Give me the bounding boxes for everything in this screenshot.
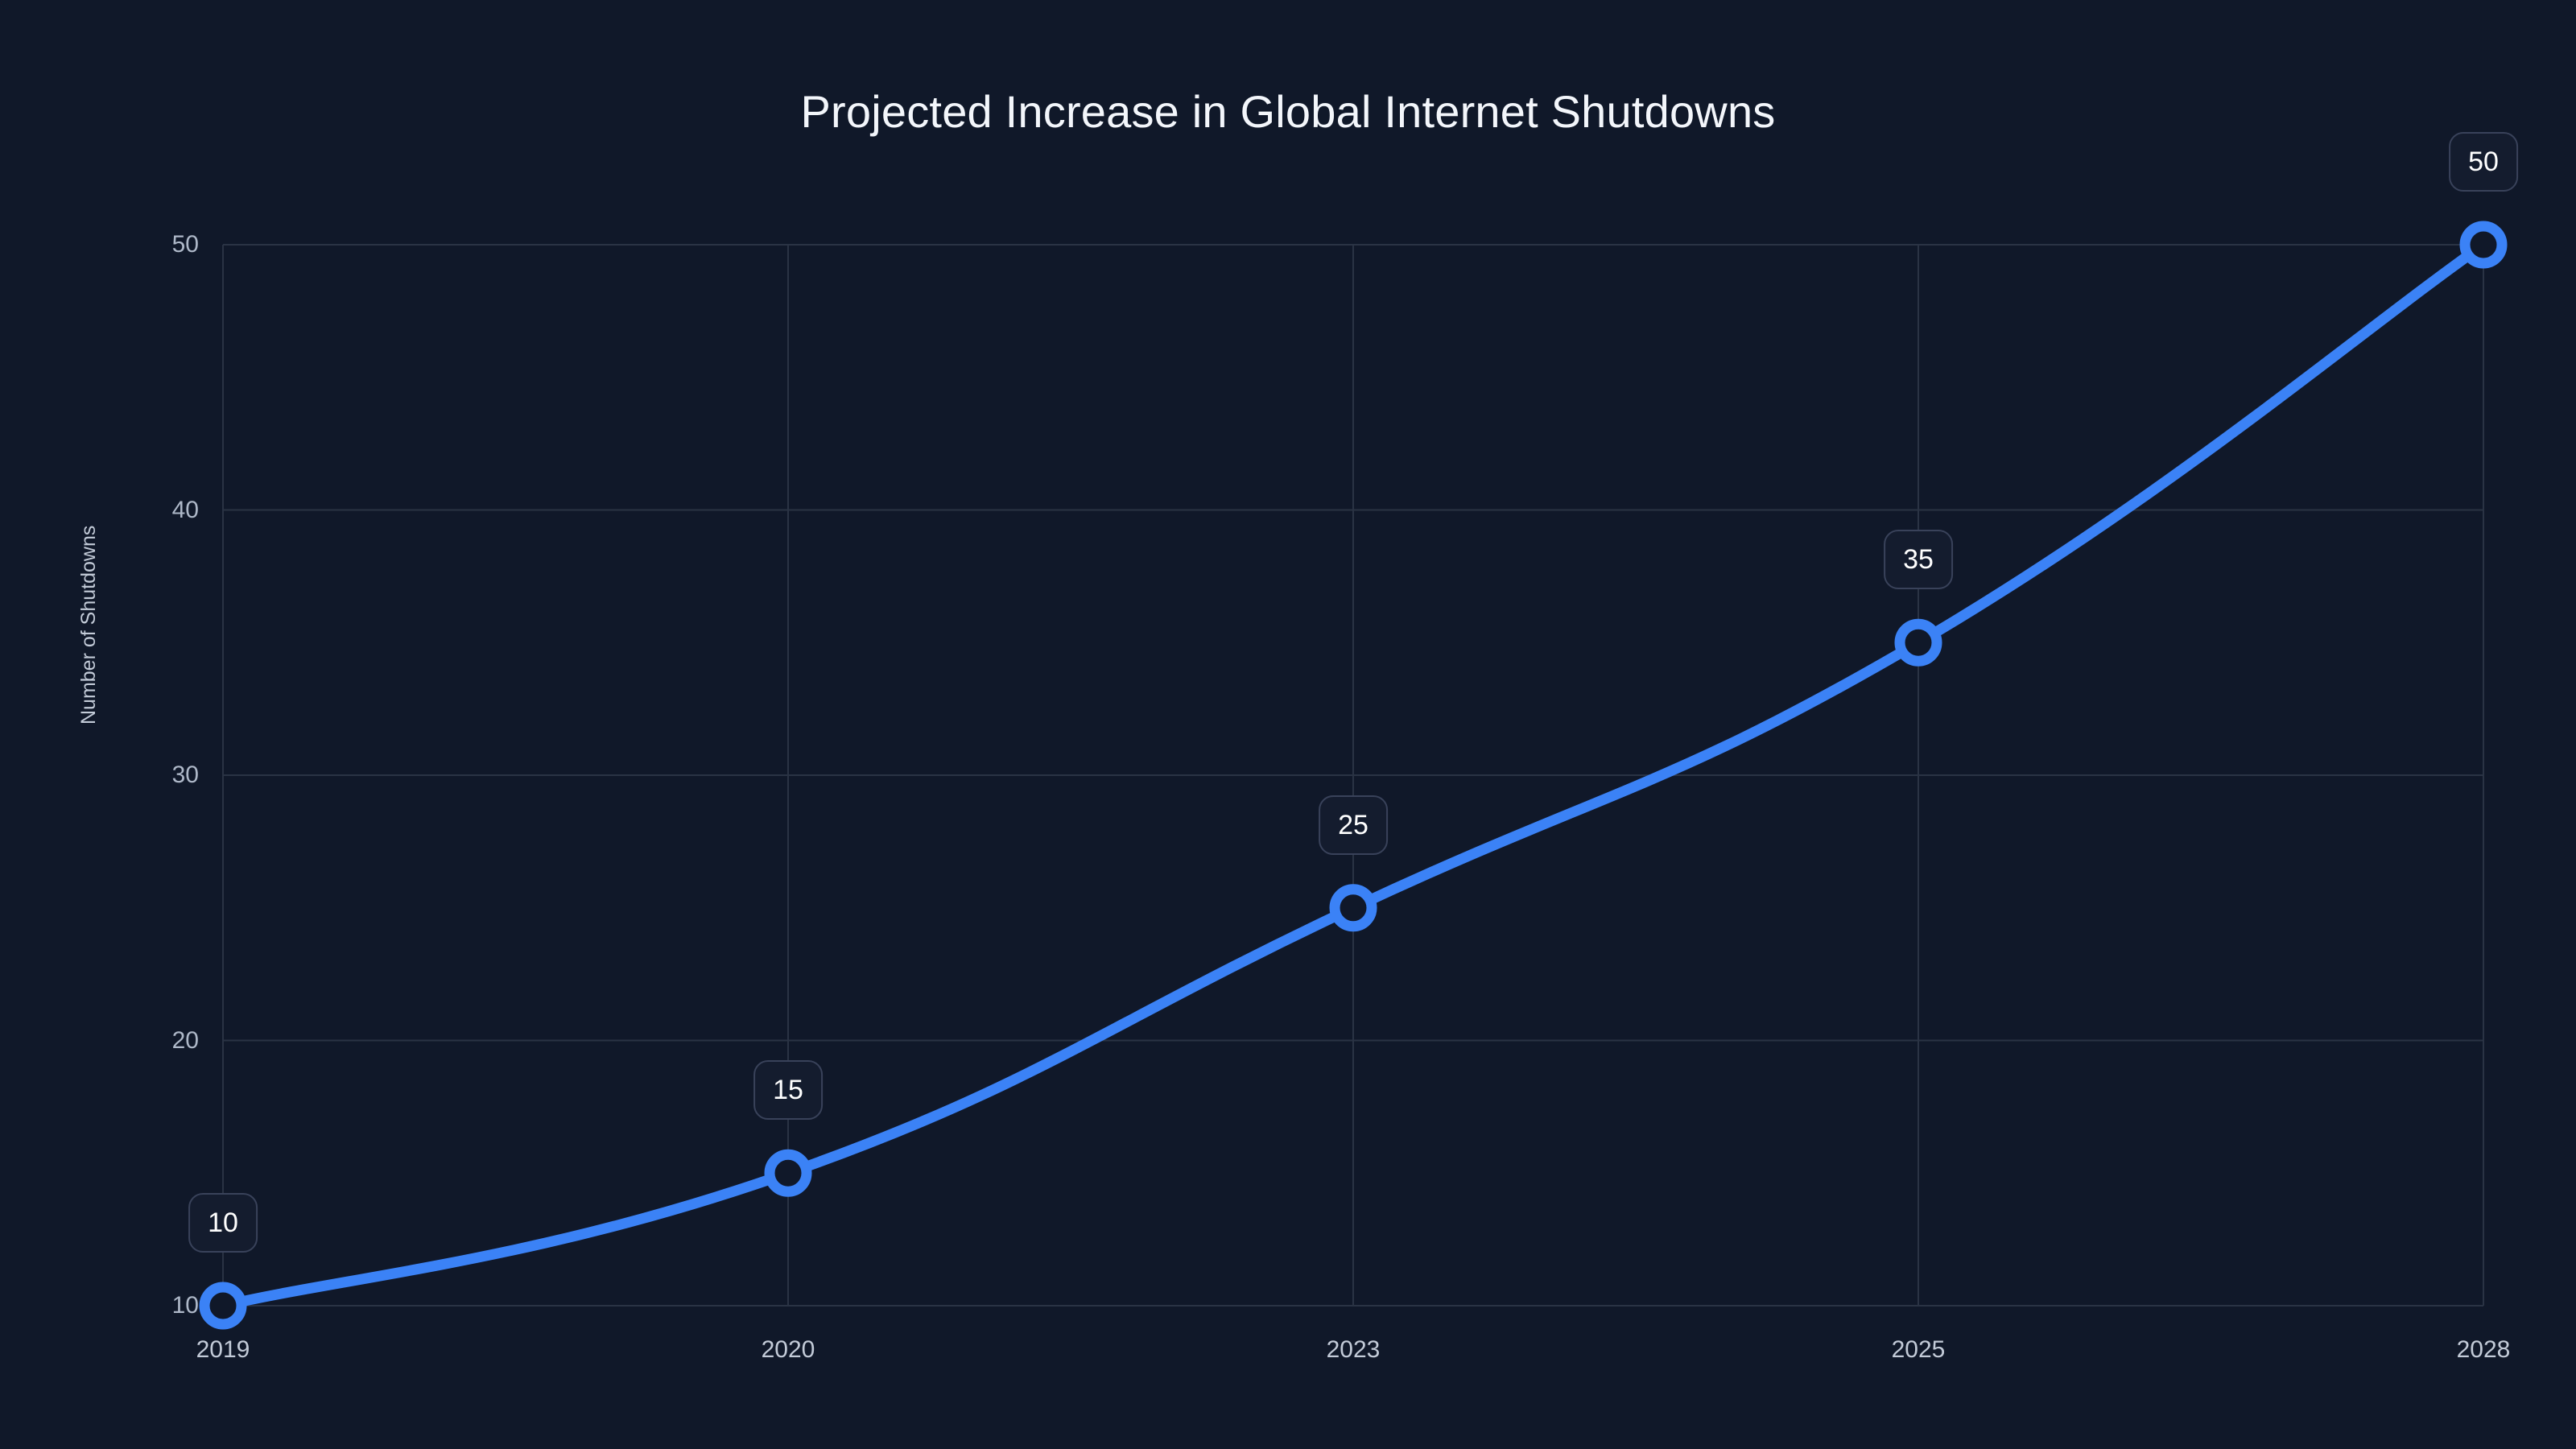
data-point-value-badge[interactable]: 35 [1884, 530, 1953, 590]
data-point-value-badge[interactable]: 15 [753, 1060, 823, 1121]
x-axis-tick-label: 2019 [196, 1336, 250, 1363]
series-line [217, 239, 2489, 1311]
data-point-value-badge[interactable]: 10 [188, 1193, 258, 1253]
chart-title: Projected Increase in Global Internet Sh… [800, 86, 1776, 137]
plot-area [199, 221, 2508, 1330]
x-axis-tick-label: 2028 [2456, 1336, 2511, 1363]
x-axis-tick-label: 2023 [1326, 1336, 1381, 1363]
y-axis-tick-label: 50 [171, 231, 199, 258]
y-axis-tick-label: 10 [171, 1292, 199, 1319]
y-axis-tick-label: 40 [171, 496, 199, 523]
y-axis-tick-label: 30 [171, 762, 199, 788]
y-axis-title: Number of Shutdowns [77, 525, 100, 724]
data-point-marker[interactable] [1329, 884, 1377, 932]
data-point-marker[interactable] [199, 1282, 247, 1330]
x-axis-tick-label: 2025 [1891, 1336, 1946, 1363]
y-axis-tick-label: 20 [171, 1026, 199, 1054]
data-point-value-badge[interactable]: 50 [2449, 132, 2518, 192]
gridlines [222, 244, 2484, 1307]
data-point-value-badge[interactable]: 25 [1319, 795, 1388, 855]
line-series [199, 221, 2508, 1330]
x-axis-tick-label: 2020 [761, 1336, 815, 1363]
data-point-marker[interactable] [764, 1149, 812, 1197]
data-point-marker[interactable] [2459, 221, 2508, 269]
data-point-marker[interactable] [1894, 618, 1942, 667]
